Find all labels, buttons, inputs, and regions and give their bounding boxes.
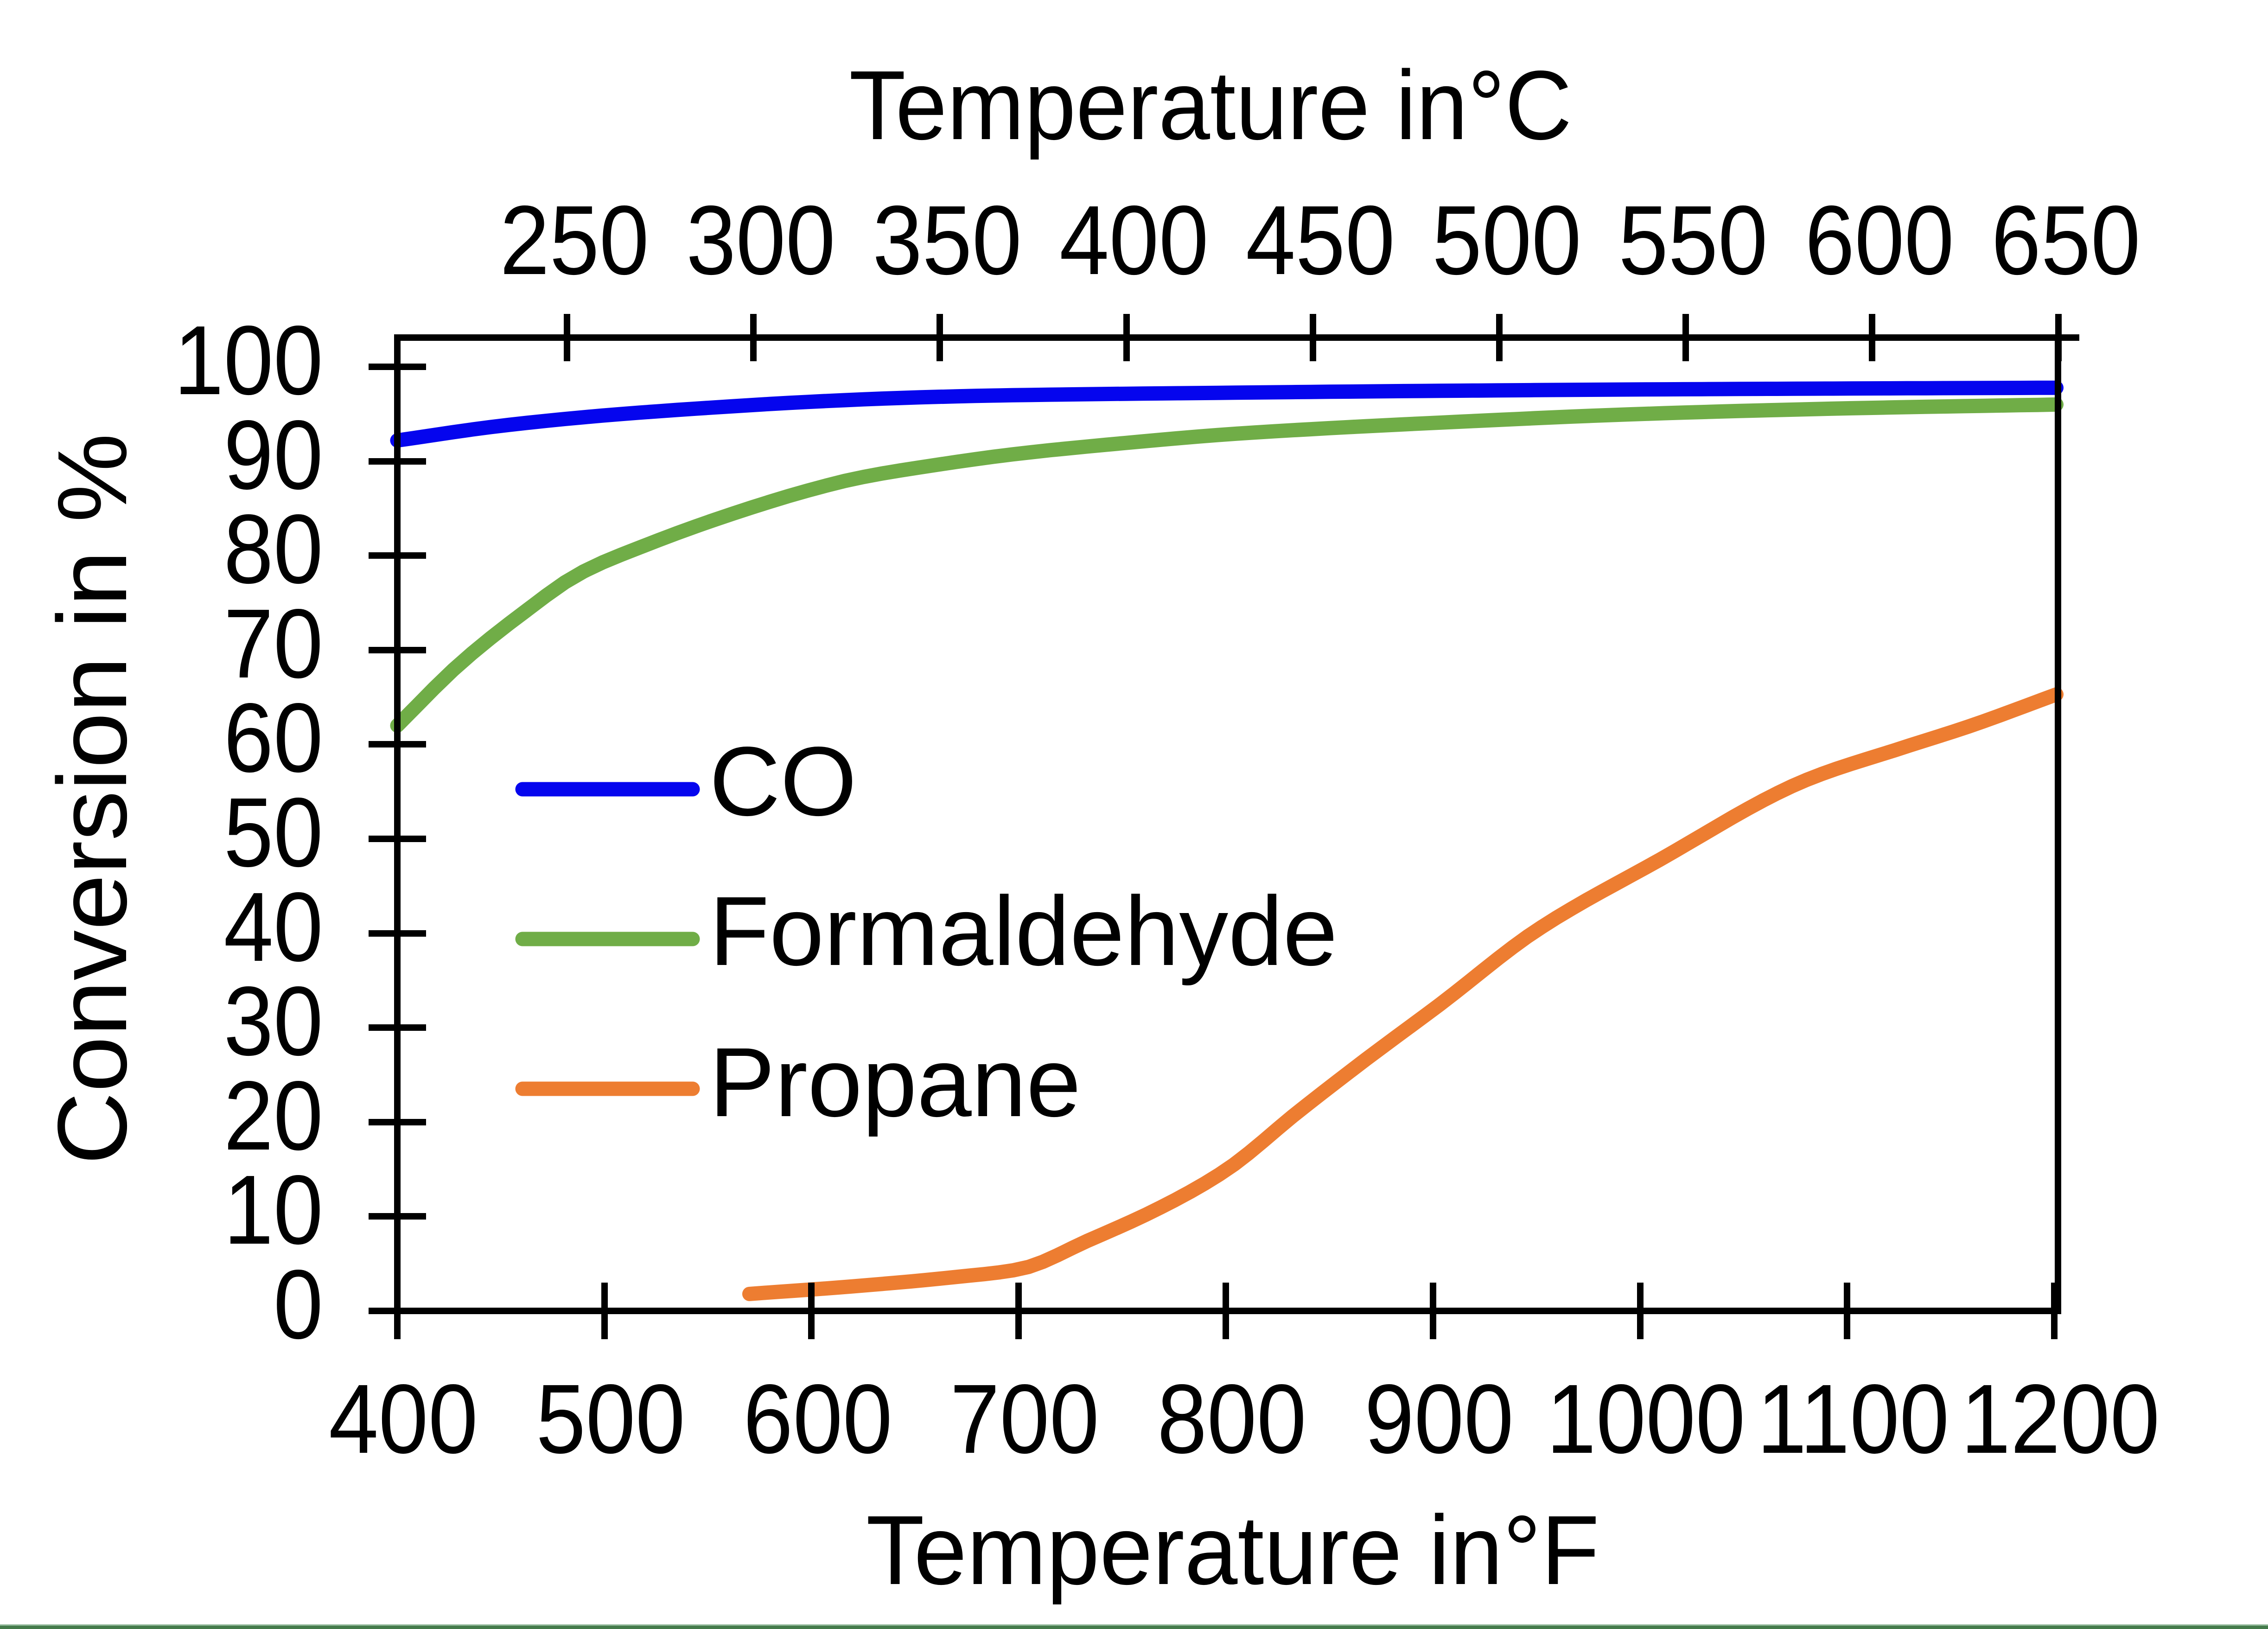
svg-text:500: 500 [1432, 185, 1581, 295]
svg-text:Temperature in°F: Temperature in°F [866, 1495, 1599, 1605]
svg-text:900: 900 [1364, 1364, 1514, 1474]
svg-text:Formaldehyde: Formaldehyde [709, 876, 1338, 986]
svg-text:350: 350 [873, 185, 1022, 295]
svg-text:1100: 1100 [1757, 1364, 1949, 1474]
svg-text:600: 600 [1805, 185, 1954, 295]
svg-text:550: 550 [1618, 185, 1768, 295]
svg-text:700: 700 [950, 1364, 1099, 1474]
svg-text:100: 100 [174, 306, 323, 415]
svg-text:0: 0 [274, 1250, 323, 1359]
svg-text:CO: CO [709, 726, 857, 836]
svg-text:50: 50 [223, 778, 323, 887]
svg-text:70: 70 [223, 589, 323, 698]
svg-text:1200: 1200 [1961, 1364, 2160, 1474]
svg-text:600: 600 [743, 1364, 892, 1474]
svg-text:400: 400 [1059, 185, 1209, 295]
svg-text:Temperature in°C: Temperature in°C [849, 50, 1572, 160]
svg-text:650: 650 [1991, 185, 2141, 295]
svg-text:300: 300 [686, 185, 835, 295]
svg-text:400: 400 [329, 1364, 478, 1474]
svg-text:1000: 1000 [1546, 1364, 1745, 1474]
svg-text:60: 60 [223, 683, 323, 792]
svg-text:Conversion in %: Conversion in % [38, 433, 147, 1164]
svg-text:10: 10 [223, 1155, 323, 1265]
svg-text:20: 20 [223, 1061, 323, 1170]
svg-text:450: 450 [1246, 185, 1395, 295]
svg-text:250: 250 [500, 185, 649, 295]
svg-text:90: 90 [223, 400, 323, 510]
svg-text:500: 500 [536, 1364, 685, 1474]
svg-text:40: 40 [223, 872, 323, 982]
svg-text:30: 30 [223, 966, 323, 1076]
svg-text:80: 80 [223, 494, 323, 604]
svg-text:Propane: Propane [709, 1027, 1081, 1137]
svg-text:800: 800 [1157, 1364, 1306, 1474]
